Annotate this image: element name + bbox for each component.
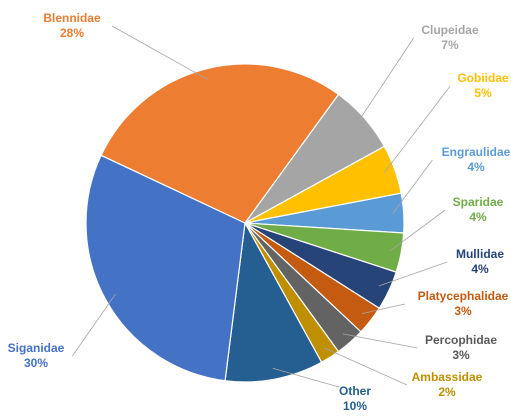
slice-label-siganidae: Siganidae — [8, 341, 65, 355]
leader-line-mullidae — [378, 261, 448, 287]
pie-slice-other — [224, 221, 323, 383]
slice-label-engraulidae: Engraulidae — [442, 145, 511, 159]
slice-label-gobiidae: Gobiidae — [457, 71, 509, 85]
leader-line-siganidae — [72, 293, 116, 357]
slice-label-percophidae: Percophidae — [425, 333, 497, 347]
pie-slice-siganidae — [85, 154, 246, 382]
slice-value-mullidae: 4% — [471, 262, 489, 276]
slice-value-ambassidae: 2% — [438, 385, 456, 399]
leader-line-platycephalidae — [361, 303, 406, 314]
leader-line-sparidae — [390, 209, 446, 252]
slice-label-other: Other — [339, 384, 371, 398]
slice-label-ambassidae: Ambassidae — [412, 370, 483, 384]
pie-slice-blennidae — [100, 63, 340, 224]
slice-label-clupeidae: Clupeidae — [421, 23, 479, 37]
leader-line-ambassidae — [324, 347, 408, 386]
slice-label-platycephalidae: Platycephalidae — [418, 289, 509, 303]
leader-line-blennidae — [111, 25, 209, 81]
leader-line-gobiidae — [383, 85, 451, 174]
slice-value-sparidae: 4% — [469, 210, 487, 224]
slice-value-engraulidae: 4% — [467, 160, 485, 174]
slice-value-platycephalidae: 3% — [454, 304, 472, 318]
leader-line-other — [272, 367, 340, 388]
slice-label-mullidae: Mullidae — [456, 247, 504, 261]
slice-value-percophidae: 3% — [452, 348, 470, 362]
slice-value-other: 10% — [343, 399, 367, 413]
slice-value-clupeidae: 7% — [441, 38, 459, 52]
leader-line-engraulidae — [392, 159, 433, 214]
slice-value-gobiidae: 5% — [474, 86, 492, 100]
leader-line-clupeidae — [355, 37, 414, 126]
slice-label-sparidae: Sparidae — [453, 195, 504, 209]
leader-line-percophidae — [342, 333, 418, 349]
slice-value-blennidae: 28% — [60, 26, 84, 40]
slice-value-siganidae: 30% — [24, 356, 48, 370]
slice-label-blennidae: Blennidae — [43, 11, 101, 25]
